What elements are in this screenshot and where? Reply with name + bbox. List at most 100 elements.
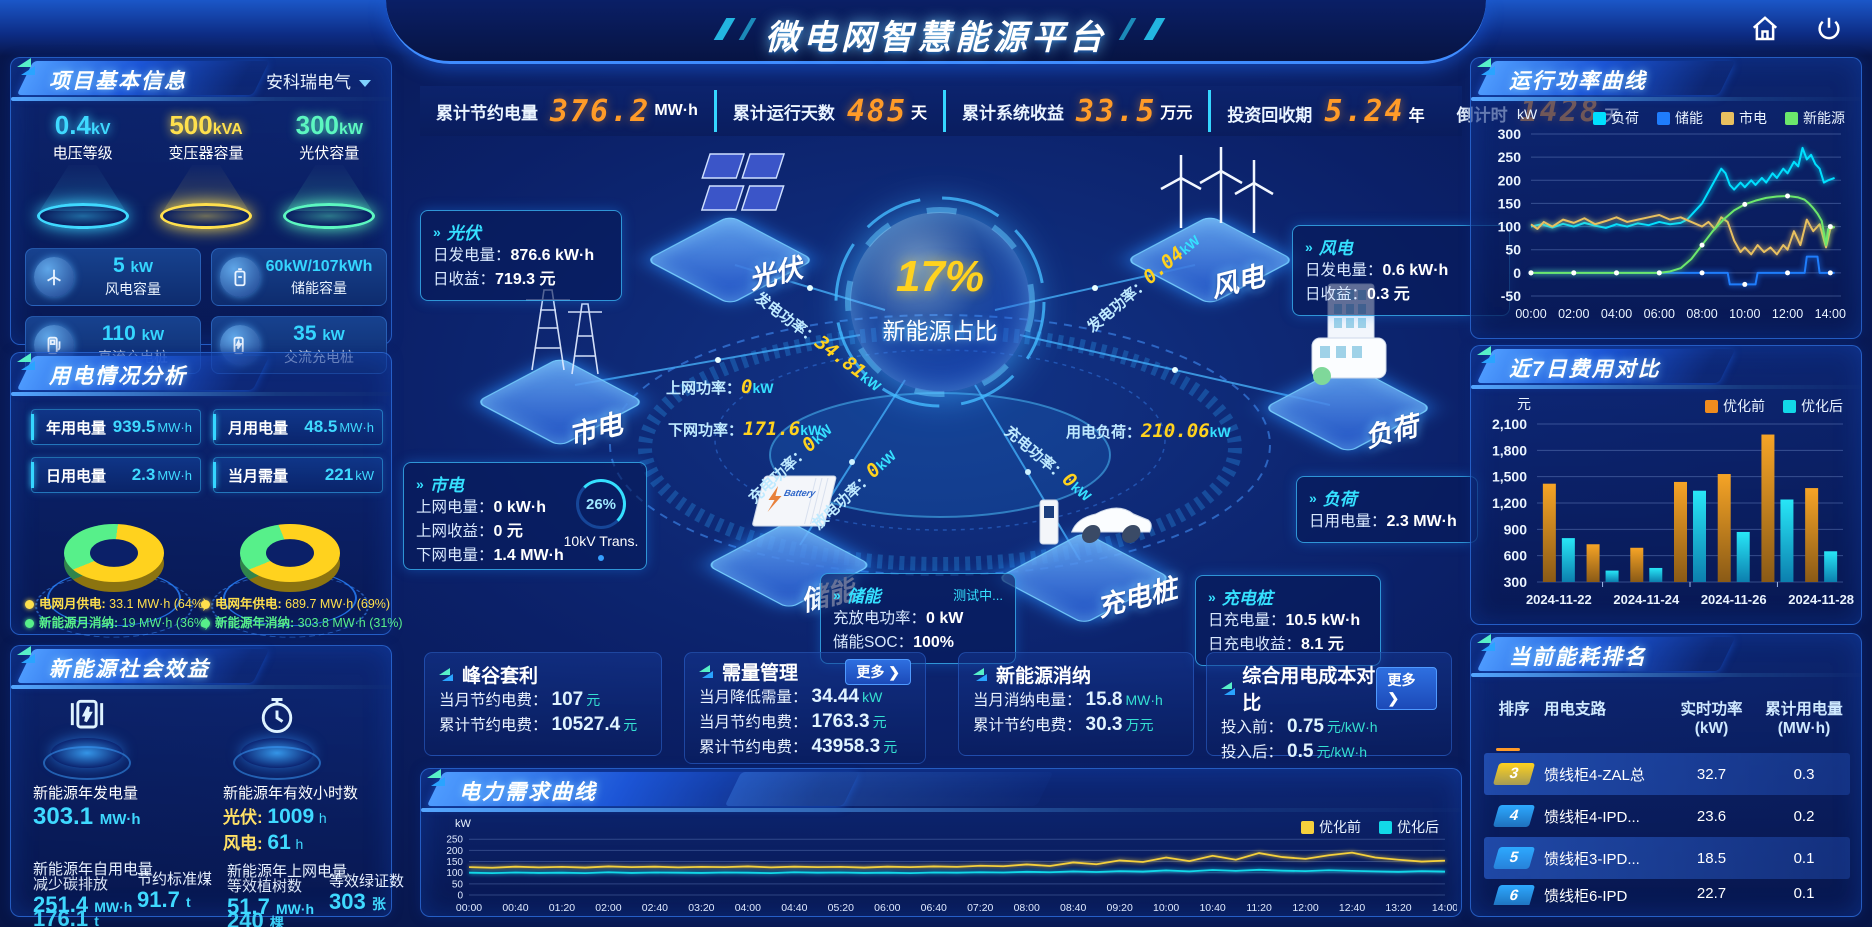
power-icon[interactable]: [1814, 14, 1844, 44]
panel-title: 近7日费用对比: [1509, 358, 1661, 381]
energy-cell: 0.2: [1793, 807, 1815, 825]
power-cell: 18.5: [1696, 849, 1727, 867]
summary-row: 累计节约电费： 30.3 万元: [973, 714, 1154, 735]
legend-label: 负荷: [1611, 110, 1639, 126]
svg-text:50: 50: [452, 879, 464, 890]
legend-item-优化后[interactable]: 优化后: [1379, 817, 1439, 837]
kpi-value: 33.5: [1076, 93, 1157, 129]
benefit-hours-row: 光伏: 1009 h: [223, 805, 327, 828]
svg-text:00:00: 00:00: [1515, 307, 1546, 321]
legend-item-优化前[interactable]: 优化前: [1301, 817, 1361, 837]
panel-corner-icon: [439, 668, 454, 681]
summary-card: 综合用电成本对比 更多 ❯ 投入前： 0.75 元/kW·h 投入后： 0.5 元/kW·h: [1206, 652, 1452, 762]
column-header: 排序: [1498, 701, 1530, 718]
panel-cost-compare: 近7日费用对比 元 优化前 优化后 2,100 1,800 1,500 1,200 900…: [1470, 345, 1862, 625]
home-icon[interactable]: [1750, 14, 1780, 44]
holo-base: [36, 203, 129, 229]
infobox-row: 日收益：0.3 元: [1305, 286, 1410, 303]
benefit-carousel-item: 节约标准煤 91.7 t: [137, 871, 213, 912]
rank-cell: 6: [1484, 885, 1544, 905]
panel-corner-icon: [973, 668, 988, 681]
chevron-down-icon: [359, 80, 371, 88]
legend-swatch: [1301, 820, 1314, 834]
arrow-icon: »: [1309, 489, 1317, 506]
kpi-label: 累计节约电量: [436, 103, 538, 123]
capacity-value: 35 kW: [293, 322, 345, 345]
panel-title: 新能源社会效益: [49, 658, 210, 681]
holo-label: 变压器容量: [168, 145, 244, 162]
usage-unit: kW: [355, 467, 374, 483]
usage-unit: MW·h: [157, 419, 192, 435]
holo-beam: [286, 165, 373, 211]
kpi-value: 376.2: [550, 93, 651, 129]
power-cell: 22.7: [1696, 885, 1727, 902]
more-button[interactable]: 更多 ❯: [845, 658, 911, 685]
capacity-label: 风电容量: [105, 281, 161, 297]
svg-text:600: 600: [1504, 548, 1528, 564]
rank-cell: 4: [1484, 805, 1544, 827]
svg-text:0: 0: [457, 891, 463, 902]
power-line-chart: 300 250 200 150 100 50 0 -50 00:00 02:00 04:00 06:0…: [1498, 126, 1846, 321]
legend-dot: [25, 619, 34, 628]
summary-card-title: 综合用电成本对比 更多 ❯: [1221, 661, 1437, 715]
holo-label: 电压等级: [52, 145, 113, 162]
legend-item-优化后[interactable]: 优化后: [1783, 396, 1843, 416]
svg-text:00:00: 00:00: [456, 902, 482, 914]
summary-card-title: 新能源消纳: [973, 661, 1179, 688]
legend-item-新能源[interactable]: 新能源: [1785, 108, 1845, 128]
legend-swatch: [1785, 111, 1798, 125]
legend-item-储能[interactable]: 储能: [1657, 108, 1703, 128]
company-selector[interactable]: 安科瑞电气: [266, 68, 371, 93]
panel-title: 项目基本信息: [49, 70, 187, 93]
legend-label: 新能源: [1803, 110, 1845, 126]
arrow-icon: »: [1305, 238, 1313, 255]
svg-text:06:40: 06:40: [921, 902, 947, 914]
table-row: 5 馈线柜3-IPD... 18.5 0.1: [1484, 837, 1850, 879]
legend-label: 优化后: [1801, 398, 1843, 414]
panel-corner-icon: [1477, 346, 1497, 364]
legend-item-优化前[interactable]: 优化前: [1705, 396, 1765, 416]
legend-item-负荷[interactable]: 负荷: [1593, 108, 1639, 128]
svg-text:05:20: 05:20: [828, 902, 854, 914]
energy-cell: 0.3: [1793, 765, 1815, 783]
panel-renewable-benefit: 新能源社会效益 新能源年发电量 303.1 MW·h 新能源年有效小时数 光伏:…: [10, 645, 404, 927]
summary-row: 投入后： 0.5 元/kW·h: [1221, 741, 1367, 762]
panel-title: 用电情况分析: [49, 365, 187, 388]
arrow-icon: »: [833, 586, 841, 603]
svg-text:10:00: 10:00: [1153, 902, 1179, 914]
testing-status: 测试中...: [953, 588, 1003, 603]
more-button[interactable]: 更多 ❯: [1376, 666, 1437, 710]
y-axis-unit: kW: [1517, 106, 1538, 122]
kpi-unit: 万元: [1160, 105, 1193, 122]
benefit-hours-row: 风电: 61 h: [223, 831, 304, 854]
svg-text:03:20: 03:20: [688, 902, 714, 914]
kpi-label: 投资回收期: [1227, 105, 1313, 125]
svg-text:06:00: 06:00: [874, 902, 900, 914]
panel-corner-icon: [1221, 681, 1235, 695]
infobox-row: 日发电量：0.6 kW·h: [1305, 262, 1449, 279]
svg-text:2024-11-28: 2024-11-28: [1788, 592, 1854, 607]
kpi-stat: 累计节约电量 376.2 MW·h: [420, 90, 717, 132]
svg-text:250: 250: [446, 835, 463, 846]
svg-text:14:00: 14:00: [1815, 307, 1846, 321]
summary-row: 累计节约电费： 43958.3 元: [699, 736, 898, 757]
legend-text: 新能源月消纳: 19 MW·h (36%): [39, 616, 210, 630]
usage-label: 日用电量: [46, 467, 107, 485]
capacity-card-text: 60kW/107kWh 储能容量: [260, 256, 378, 298]
svg-text:01:20: 01:20: [549, 902, 575, 914]
donut-top: [64, 524, 164, 582]
panel-corner-icon: [699, 665, 714, 678]
kpi-stat: 累计运行天数 485 天: [717, 90, 947, 132]
wind-turbine-icon: [34, 257, 74, 297]
holo-value: 300kW: [295, 110, 363, 140]
summary-row: 当月节约电费： 107 元: [439, 689, 601, 710]
flow-label: 下网功率：171.6kW: [668, 418, 822, 440]
y-axis-unit: 元: [1517, 396, 1531, 412]
legend-item-市电[interactable]: 市电: [1721, 108, 1767, 128]
energy-panel-icon: [70, 699, 104, 729]
branch-cell: 馈线柜4-ZAL总: [1544, 766, 1645, 784]
holo-beam: [162, 165, 249, 211]
svg-text:13:20: 13:20: [1385, 902, 1411, 914]
rank-cell: 3: [1484, 763, 1544, 785]
